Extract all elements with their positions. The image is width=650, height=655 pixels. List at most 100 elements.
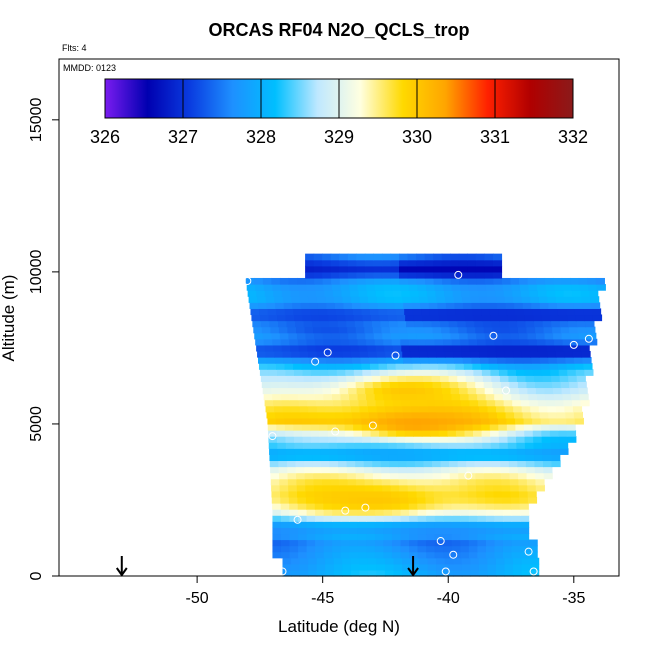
heat-cell bbox=[383, 545, 393, 553]
y-tick-label: 10000 bbox=[28, 250, 45, 295]
heat-cell bbox=[330, 259, 340, 267]
heat-cell bbox=[494, 338, 504, 346]
heat-cell bbox=[543, 381, 553, 389]
heat-cell bbox=[507, 442, 517, 449]
heat-cell bbox=[530, 563, 540, 571]
heat-cell bbox=[391, 551, 402, 559]
heat-cell bbox=[457, 375, 467, 382]
heat-cell bbox=[508, 460, 518, 468]
heat-cell bbox=[544, 277, 554, 285]
heat-cell bbox=[280, 551, 291, 559]
heat-cell bbox=[346, 375, 356, 382]
heat-cell bbox=[440, 466, 451, 474]
heat-cell bbox=[471, 302, 481, 309]
heat-cell bbox=[366, 551, 376, 559]
heat-cell bbox=[426, 515, 436, 522]
heat-cell bbox=[324, 399, 334, 407]
heat-cell bbox=[320, 448, 330, 455]
heat-cell bbox=[443, 527, 453, 535]
heat-cell bbox=[475, 478, 485, 486]
heat-cell bbox=[502, 509, 513, 516]
heat-cell bbox=[369, 302, 379, 309]
heat-cell bbox=[486, 344, 496, 352]
heat-cell bbox=[337, 454, 347, 462]
y-tick-label: 0 bbox=[28, 571, 45, 580]
heat-cell bbox=[496, 296, 506, 303]
heat-cell bbox=[363, 375, 373, 382]
heat-cell bbox=[434, 533, 444, 541]
heat-cell bbox=[461, 290, 471, 297]
heat-cell bbox=[420, 302, 430, 309]
heat-cell bbox=[458, 253, 468, 261]
heat-cell bbox=[293, 430, 303, 437]
heat-cell bbox=[270, 478, 280, 486]
heat-cell bbox=[411, 411, 421, 419]
heat-cell bbox=[431, 375, 441, 382]
heat-cell bbox=[409, 521, 419, 528]
heat-cell bbox=[256, 344, 266, 352]
heat-cell bbox=[288, 387, 298, 395]
heat-cell bbox=[467, 490, 477, 498]
heat-cell bbox=[577, 326, 587, 334]
heat-cell bbox=[458, 259, 468, 267]
heat-cell bbox=[401, 399, 411, 407]
heat-cell bbox=[417, 393, 427, 401]
heat-cell bbox=[286, 448, 296, 455]
heat-cell bbox=[313, 326, 323, 334]
heat-cell bbox=[457, 454, 467, 462]
heat-cell bbox=[373, 478, 383, 486]
heat-cell bbox=[461, 557, 471, 565]
heat-cell bbox=[353, 436, 363, 443]
heat-cell bbox=[396, 430, 406, 437]
heat-cell bbox=[534, 454, 544, 462]
heat-cell bbox=[333, 557, 343, 565]
heat-cell bbox=[456, 442, 466, 449]
heat-cell bbox=[333, 563, 343, 571]
heat-cell bbox=[465, 375, 475, 382]
heat-cell bbox=[356, 265, 366, 273]
heat-cell bbox=[331, 332, 341, 340]
x-tick-label: -50 bbox=[186, 590, 209, 607]
heat-cell bbox=[387, 423, 397, 431]
heat-cell bbox=[566, 308, 576, 316]
heat-cell bbox=[477, 503, 487, 510]
heat-cell bbox=[431, 320, 441, 328]
heat-cell bbox=[374, 545, 385, 553]
heat-cell bbox=[350, 350, 361, 358]
heat-cell bbox=[521, 563, 531, 571]
heat-cell bbox=[535, 484, 545, 492]
heat-cell bbox=[561, 387, 571, 395]
heat-cell bbox=[259, 369, 270, 376]
heat-cell bbox=[467, 478, 477, 486]
heat-cell bbox=[367, 290, 377, 297]
heat-cell bbox=[265, 296, 275, 303]
heat-cell bbox=[511, 527, 521, 535]
heat-cell bbox=[396, 314, 406, 322]
heat-cell bbox=[351, 411, 362, 419]
heat-cell bbox=[329, 320, 339, 328]
heat-cell bbox=[261, 326, 271, 334]
heat-cell bbox=[400, 527, 410, 535]
heat-cell bbox=[263, 284, 273, 291]
heat-cell bbox=[526, 326, 536, 334]
heat-cell bbox=[287, 381, 297, 389]
heat-cell bbox=[485, 515, 496, 522]
heat-cell bbox=[508, 454, 518, 462]
heat-cell bbox=[296, 332, 307, 340]
heat-cell bbox=[462, 357, 473, 364]
heat-cell bbox=[350, 405, 361, 413]
heat-cell bbox=[451, 284, 461, 291]
heat-cell bbox=[558, 423, 568, 431]
heat-cell bbox=[528, 545, 538, 553]
heat-cell bbox=[312, 454, 322, 462]
heat-cell bbox=[323, 393, 333, 401]
heat-cell bbox=[366, 338, 376, 346]
heat-cell bbox=[400, 393, 410, 401]
heat-cell bbox=[375, 344, 385, 352]
heat-cell bbox=[364, 466, 374, 474]
heat-cell bbox=[319, 430, 329, 437]
heat-cell bbox=[504, 296, 514, 303]
heat-cell bbox=[408, 284, 419, 291]
heat-cell bbox=[383, 521, 393, 528]
heat-cell bbox=[444, 350, 455, 358]
